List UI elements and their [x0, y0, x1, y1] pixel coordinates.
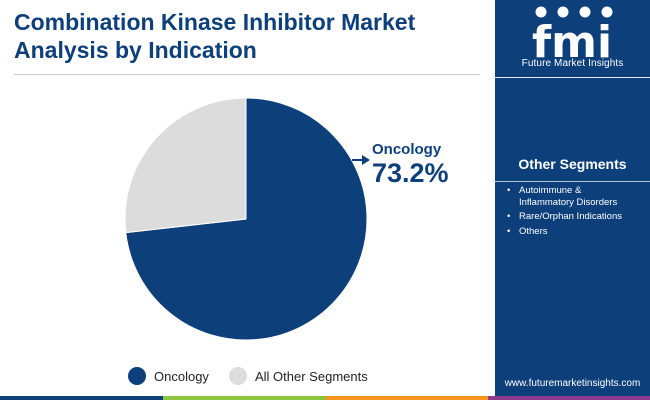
callout-label: Oncology: [372, 141, 442, 158]
food-icon: [579, 6, 591, 18]
legend-label-oncology: Oncology: [154, 368, 209, 384]
segment-label-line-2: Inflammatory Disorders: [519, 196, 618, 208]
legend-swatch-oncology: [128, 367, 146, 385]
title-divider: [14, 74, 480, 75]
footer-bar-blue: [0, 396, 163, 400]
footer-bar-green: [163, 396, 326, 400]
page-title: Combination Kinase Inhibitor Market Anal…: [14, 8, 484, 64]
legend-item-other-segments: All Other Segments: [229, 366, 368, 386]
callout-value: 73.2%: [372, 158, 449, 188]
title-line-1: Combination Kinase Inhibitor Market: [14, 9, 416, 35]
list-item: • Rare/Orphan Indications: [507, 211, 647, 223]
bullet-icon: •: [507, 185, 511, 196]
fmi-logo: fmi: [532, 6, 613, 68]
segment-label-line-1: Autoimmune &: [519, 185, 582, 196]
bullet-icon: •: [507, 211, 511, 222]
segment-label: Others: [519, 225, 548, 237]
segment-label: Rare/Orphan Indications: [519, 211, 622, 222]
other-segments-heading: Other Segments: [518, 156, 627, 172]
list-item: • Autoimmune & Inflammatory Disorders: [507, 185, 647, 208]
logo-divider: [495, 77, 650, 78]
sidebar-panel: fmi Future Market Insights Other Segment…: [495, 0, 650, 400]
legend-label-other-segments: All Other Segments: [255, 368, 368, 384]
logo-wordmark: fmi: [532, 17, 612, 68]
legend-item-oncology: Oncology: [128, 366, 209, 386]
footer-bar-purple: [488, 396, 650, 400]
title-line-2: Analysis by Indication: [14, 37, 257, 63]
pie-slices: [124, 97, 368, 341]
legend-swatch-other-segments: [229, 367, 247, 385]
person-icon: [601, 6, 613, 18]
brand-name: Future Market Insights: [521, 58, 624, 69]
globe-icon: [557, 6, 569, 18]
pie-slice-all-other-segments: [124, 97, 247, 234]
pie-chart: [124, 97, 370, 341]
segments-divider: [495, 181, 650, 182]
bullet-icon: •: [507, 225, 511, 237]
list-item: • Others: [507, 226, 647, 238]
website-url: www.futuremarketinsights.com: [504, 378, 641, 389]
car-icon: [535, 6, 547, 18]
callout-arrow-icon: [362, 155, 370, 165]
other-segments-list: • Autoimmune & Inflammatory Disorders • …: [507, 185, 647, 240]
footer-bar-orange: [326, 396, 488, 400]
